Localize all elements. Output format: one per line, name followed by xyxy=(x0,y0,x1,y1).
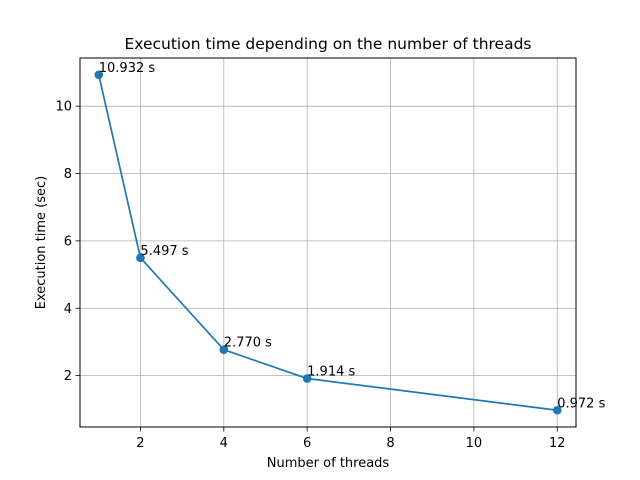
x-tick-label: 12 xyxy=(549,436,566,451)
y-axis-label: Execution time (sec) xyxy=(34,176,49,310)
plot-area-frame xyxy=(79,57,577,428)
x-tick-label: 8 xyxy=(386,436,394,451)
x-tick-label: 2 xyxy=(136,436,144,451)
y-tick-label: 4 xyxy=(64,302,72,317)
grid-lines xyxy=(80,58,576,427)
x-tick-label: 6 xyxy=(303,436,311,451)
x-tick-label: 4 xyxy=(220,436,228,451)
data-point-marker xyxy=(302,374,312,383)
data-point-marker xyxy=(94,70,104,80)
data-point-marker xyxy=(136,253,145,263)
data-label: 5.497 s xyxy=(140,244,188,259)
data-label: 0.972 s xyxy=(557,396,605,411)
y-tick-label: 2 xyxy=(64,369,72,384)
data-label: 2.770 s xyxy=(224,336,272,351)
y-tick-label: 10 xyxy=(55,100,72,115)
y-tick-label: 6 xyxy=(64,234,72,249)
chart-title: Execution time depending on the number o… xyxy=(124,35,531,53)
series-line-group xyxy=(94,70,562,415)
data-point-marker xyxy=(219,345,229,354)
y-tick-label: 8 xyxy=(64,167,72,182)
data-labels: 10.932 s 5.497 s 2.770 s 1.914 s 0.972 s xyxy=(99,61,606,411)
axis-ticks: 2 4 6 8 10 12 2 4 6 8 10 xyxy=(55,100,565,451)
data-label: 10.932 s xyxy=(99,61,156,76)
x-axis-label: Number of threads xyxy=(267,456,390,471)
x-tick-label: 10 xyxy=(466,436,483,451)
data-label: 1.914 s xyxy=(307,365,355,380)
data-point-marker xyxy=(552,405,562,415)
